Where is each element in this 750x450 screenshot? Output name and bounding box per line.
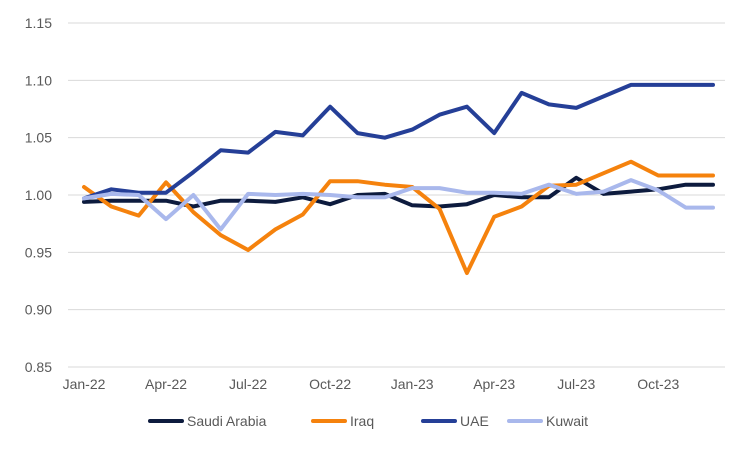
series-lines xyxy=(82,82,715,275)
x-tick-label: Apr-23 xyxy=(473,376,515,392)
y-tick-label: 1.05 xyxy=(25,130,52,146)
series-line-kuwait xyxy=(82,178,715,232)
legend: Saudi Arabia Iraq UAE Kuwait xyxy=(148,413,588,429)
x-tick-label: Oct-22 xyxy=(309,376,351,392)
y-tick-label: 1.00 xyxy=(25,187,52,203)
y-tick-label: 0.90 xyxy=(25,302,52,318)
x-tick-label: Jan-22 xyxy=(63,376,106,392)
legend-label-saudi-arabia: Saudi Arabia xyxy=(187,413,267,429)
series-line-iraq xyxy=(82,159,715,275)
legend-label-kuwait: Kuwait xyxy=(546,413,588,429)
y-tick-label: 1.10 xyxy=(25,72,52,88)
x-tick-label: Apr-22 xyxy=(145,376,187,392)
y-tick-label: 0.85 xyxy=(25,359,52,375)
y-tick-label: 1.15 xyxy=(25,15,52,31)
x-tick-label: Jul-22 xyxy=(229,376,267,392)
y-tick-label: 0.95 xyxy=(25,244,52,260)
x-tick-label: Jul-23 xyxy=(557,376,595,392)
x-tick-label: Oct-23 xyxy=(637,376,679,392)
x-axis-ticks: Jan-22 Apr-22 Jul-22 Oct-22 Jan-23 Apr-23 Jul-… xyxy=(63,376,680,392)
legend-label-uae: UAE xyxy=(460,413,489,429)
x-tick-label: Jan-23 xyxy=(391,376,434,392)
series-line-uae xyxy=(82,82,715,201)
legend-label-iraq: Iraq xyxy=(350,413,374,429)
y-axis-ticks: 0.85 0.90 0.95 1.00 1.05 1.10 1.15 xyxy=(25,15,52,375)
